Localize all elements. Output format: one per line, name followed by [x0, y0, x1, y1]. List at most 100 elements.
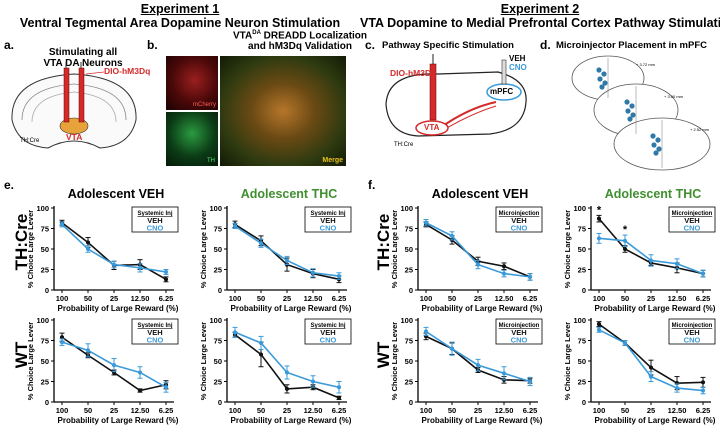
x-tick-label: 100: [593, 406, 606, 415]
legend-veh: VEH: [147, 216, 162, 225]
data-point-veh: [258, 352, 264, 357]
y-tick-label: 50: [214, 357, 222, 366]
data-point-cno: [232, 223, 238, 229]
y-axis-label: % Choice Large Lever: [390, 322, 399, 400]
chart-title: Adolescent THC: [605, 187, 702, 201]
y-tick-label: 0: [45, 286, 49, 295]
legend-title: Microinjection: [672, 323, 713, 329]
legend-cno: CNO: [147, 336, 164, 345]
data-point-cno: [648, 374, 654, 379]
data-point-cno: [336, 385, 342, 390]
y-tick-label: 0: [582, 398, 586, 407]
pathway-diagram-c: [385, 54, 527, 137]
data-point-cno: [622, 340, 628, 346]
panel-b-letter: b.: [147, 38, 158, 52]
data-point-cno: [232, 330, 238, 335]
x-tick-label: 25: [110, 406, 118, 415]
x-tick-label: 6.25: [332, 294, 347, 303]
y-tick-label: 75: [41, 337, 49, 346]
y-tick-label: 50: [214, 245, 222, 254]
data-point-cno: [423, 220, 429, 225]
x-tick-label: 50: [84, 294, 92, 303]
legend-title: Microinjection: [499, 323, 540, 329]
y-tick-label: 75: [405, 225, 413, 234]
significance-star: *: [623, 224, 628, 236]
x-axis-label: Probability of Large Reward (%): [231, 416, 352, 425]
data-point-veh: [59, 335, 65, 340]
y-tick-label: 25: [214, 266, 222, 275]
data-point-cno: [59, 222, 65, 227]
x-tick-label: 100: [229, 406, 242, 415]
legend-veh: VEH: [147, 328, 162, 337]
y-tick-label: 75: [214, 225, 222, 234]
panel-a-virus-label: DIO-hM3Dq: [104, 66, 151, 76]
y-tick-label: 50: [578, 357, 586, 366]
y-tick-label: 75: [405, 337, 413, 346]
chart-title: Adolescent VEH: [68, 187, 165, 201]
x-tick-label: 25: [474, 294, 482, 303]
x-tick-label: 12.50: [304, 294, 323, 303]
x-tick-label: 6.25: [696, 294, 711, 303]
panel-d-coord2: + 3.00 mm: [664, 94, 684, 99]
y-axis-label: % Choice Large Lever: [390, 210, 399, 288]
panel-d-letter: d.: [540, 38, 551, 52]
exp1-subtitle: Ventral Tegmental Area Dopamine Neuron S…: [19, 16, 341, 30]
y-tick-label: 50: [41, 245, 49, 254]
data-point-veh: [284, 386, 290, 391]
x-tick-label: 12.50: [668, 294, 687, 303]
x-tick-label: 6.25: [159, 406, 174, 415]
x-tick-label: 12.50: [131, 294, 150, 303]
data-point-cno: [310, 270, 316, 275]
panel-d-coord1: + 3.72 mm: [636, 62, 656, 67]
x-tick-label: 50: [257, 406, 265, 415]
panel-a-strain-label: TH:Cre: [20, 138, 40, 144]
legend-veh: VEH: [511, 216, 526, 225]
data-point-veh: [700, 380, 706, 385]
mcherry-label: mCherry: [192, 102, 216, 108]
x-tick-label: 50: [448, 294, 456, 303]
x-tick-label: 50: [448, 406, 456, 415]
microinjector-diagram-d: [571, 55, 711, 171]
legend-box: [668, 206, 716, 233]
x-tick-label: 100: [56, 294, 69, 303]
panel-b-title-line2: and hM3Dq Validation: [248, 41, 352, 53]
panel-c-virus-label: DIO-hM3Dq: [390, 68, 437, 78]
x-tick-label: 12.50: [495, 294, 514, 303]
data-point-cno: [137, 265, 143, 270]
x-tick-label: 6.25: [523, 406, 538, 415]
y-tick-label: 75: [214, 337, 222, 346]
legend-cno: CNO: [511, 224, 528, 233]
panel-b-title-vta: VTA: [232, 30, 253, 42]
y-tick-label: 25: [214, 378, 222, 387]
data-point-cno: [700, 388, 706, 393]
panel-c-strain-label: TH:Cre: [394, 142, 414, 148]
exp2-title: Experiment 2: [500, 2, 580, 16]
exp1-header: Experiment 1 Ventral Tegmental Area Dopa…: [0, 2, 360, 30]
y-tick-label: 75: [578, 337, 586, 346]
data-point-cno: [284, 258, 290, 263]
y-tick-label: 100: [400, 316, 413, 325]
chart-title: Adolescent THC: [241, 187, 338, 201]
x-tick-label: 100: [420, 406, 433, 415]
y-tick-label: 75: [578, 225, 586, 234]
y-axis-label: % Choice Large Lever: [26, 210, 35, 288]
legend-veh: VEH: [320, 328, 335, 337]
legend-box: [668, 318, 716, 345]
panel-a-title-line1: Stimulating all: [48, 47, 118, 58]
data-point-veh: [501, 264, 507, 269]
y-tick-label: 0: [218, 398, 222, 407]
panel-f-letter: f.: [368, 178, 376, 192]
data-point-cno: [527, 379, 533, 384]
panel-b-title-sup: DA: [252, 30, 261, 36]
merge-image: Merge: [220, 56, 346, 166]
y-tick-label: 0: [409, 286, 413, 295]
legend-box: [495, 206, 543, 233]
x-tick-label: 25: [283, 294, 291, 303]
y-tick-label: 25: [41, 266, 49, 275]
data-point-cno: [284, 370, 290, 375]
x-axis-label: Probability of Large Reward (%): [422, 416, 543, 425]
y-axis-label: % Choice Large Lever: [563, 210, 572, 288]
panel-d-coord3: + 2.52 mm: [690, 127, 710, 132]
y-tick-label: 100: [400, 204, 413, 213]
